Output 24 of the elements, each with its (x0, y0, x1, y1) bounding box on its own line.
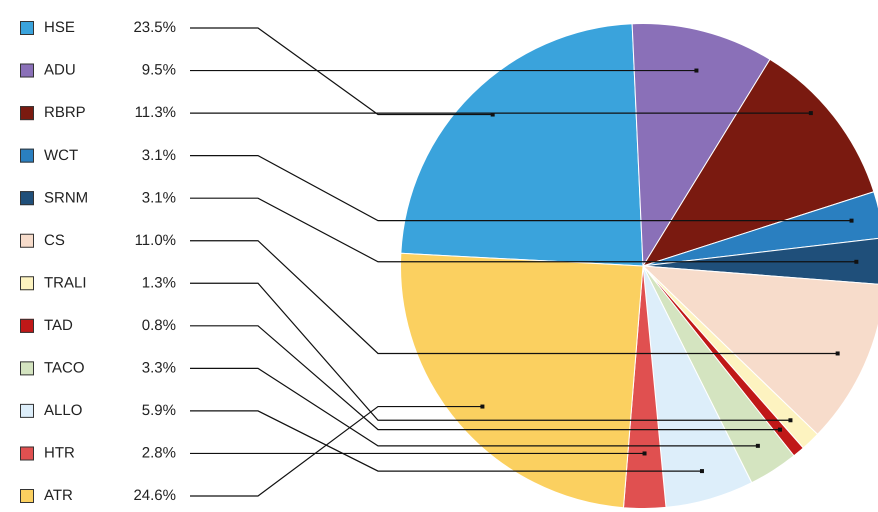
data-label: 3.3% (142, 360, 176, 377)
data-label: 2.8% (142, 444, 176, 462)
data-label: 3.1% (142, 189, 176, 206)
data-label: 3.1% (142, 146, 176, 164)
legend-label: ATR (44, 487, 74, 504)
data-label: 23.5% (133, 19, 176, 36)
data-label: 0.8% (142, 316, 176, 334)
legend-label: TACO (44, 360, 85, 377)
legend-label: WCT (44, 146, 78, 164)
legend-label: ALLO (44, 402, 82, 420)
legend-label: TAD (44, 316, 74, 334)
legend-label: CS (44, 232, 65, 249)
legend-label: HSE (44, 19, 75, 36)
data-label: 11.3% (134, 104, 176, 122)
legend-label: HTR (44, 444, 75, 462)
data-label: 5.9% (142, 402, 176, 420)
data-label: 11.0% (134, 232, 176, 249)
data-label: 1.3% (142, 274, 176, 292)
legend-label: TRALI (44, 274, 87, 292)
data-label: 24.6% (133, 487, 176, 504)
legend-label: RBRP (44, 104, 86, 122)
data-label: 9.5% (142, 62, 176, 79)
legend-label: ADU (44, 62, 76, 79)
legend-label: SRNM (44, 189, 88, 206)
